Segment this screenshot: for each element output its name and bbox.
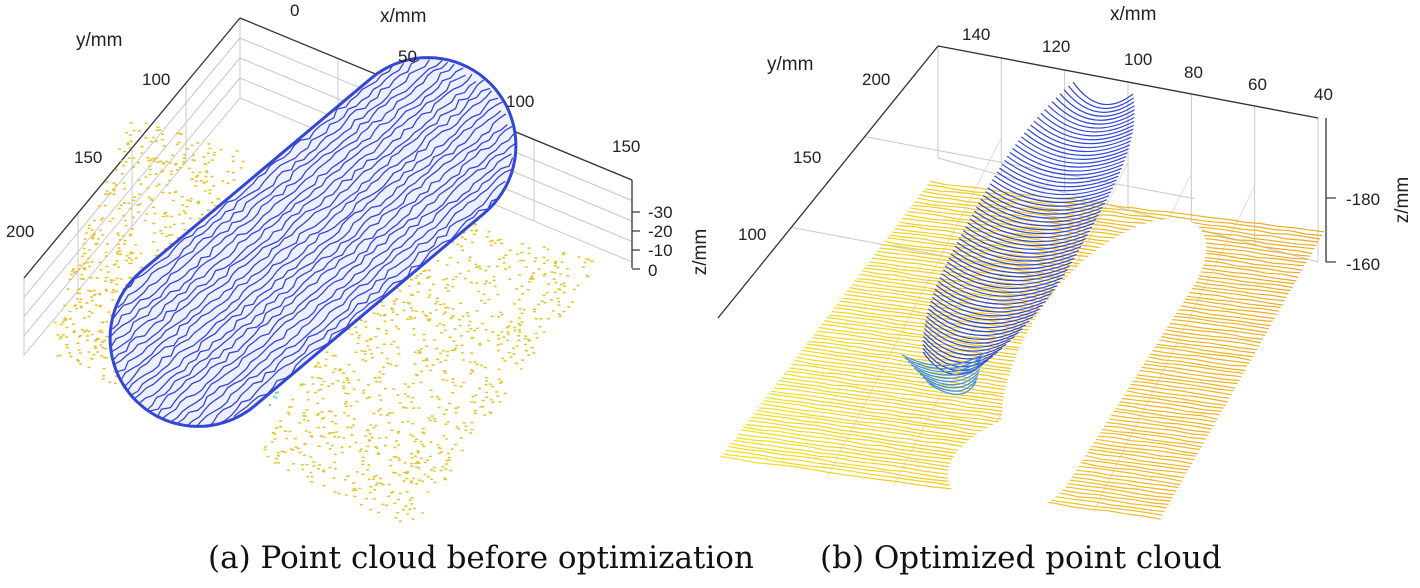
a-x-tick-2: 100 [506,92,534,111]
panel-b-plot: 140 120 100 80 60 40 x/mm 200 150 100 y/… [717,4,1413,520]
a-y-axis-label: y/mm [76,30,122,51]
b-x-tick-5: 40 [1314,85,1333,104]
b-y-tick-0: 200 [862,70,890,89]
b-z-axis-label: z/mm [1392,177,1413,223]
a-y-tick-1: 150 [74,148,102,167]
caption-a: (a) Point cloud before optimization [208,540,754,576]
b-x-tick-3: 80 [1184,63,1203,82]
panel-a-data [53,56,594,522]
b-workpiece-edge-lines [901,352,986,395]
a-workpiece-surface [109,59,517,429]
b-z-tick-1: -160 [1346,255,1380,274]
b-y-axis-label: y/mm [767,54,813,75]
b-z-tick-0: -180 [1346,190,1380,209]
b-groove-gap [947,218,1207,514]
b-ygrid-wall [864,136,1195,200]
b-x-tick-2: 100 [1124,50,1152,69]
b-y-axis-line [717,45,939,319]
a-z-axis-label: z/mm [690,229,711,275]
a-z-tick-2: -10 [648,241,673,260]
a-z-tick-0: -30 [648,203,673,222]
b-x-tick-1: 120 [1042,37,1070,56]
b-x-tick-0: 140 [962,25,990,44]
panel-a-plot: 0 50 100 150 x/mm 100 150 200 y/mm -30 -… [6,1,711,522]
b-workpiece-lines [922,81,1135,376]
a-x-axis-label: x/mm [380,6,426,27]
b-x-tick-4: 60 [1248,75,1267,94]
a-x-tick-1: 50 [398,47,417,66]
a-x-tick-3: 150 [612,137,640,156]
a-x-tick-0: 0 [290,1,299,20]
a-y-tick-2: 200 [6,222,34,241]
b-x-axis-line [937,45,1319,119]
a-workpiece-outline [108,56,518,428]
b-x-axis-label: x/mm [1110,4,1156,25]
panel-b-data [720,81,1325,520]
a-y-tick-0: 100 [142,70,170,89]
b-y-tick-1: 150 [793,148,821,167]
a-z-tick-1: -20 [648,222,673,241]
a-y-axis-line [23,17,241,279]
a-z-tick-3: 0 [648,261,657,280]
b-y-tick-2: 100 [738,225,766,244]
caption-b: (b) Optimized point cloud [820,540,1222,576]
